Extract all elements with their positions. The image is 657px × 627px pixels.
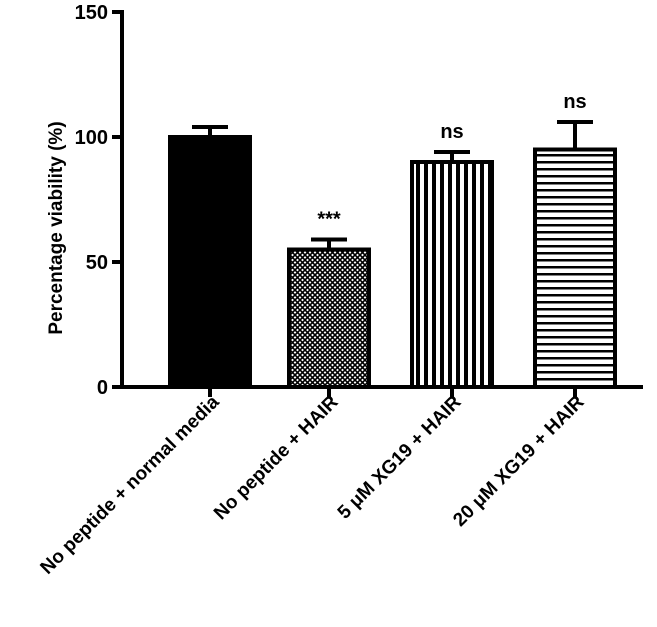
bar xyxy=(168,135,252,389)
bar-group xyxy=(168,125,252,389)
x-tick-label: 20 μM XG19 + HAIR xyxy=(449,391,588,530)
bar-group: ns xyxy=(533,91,617,389)
bars: *** ns ns xyxy=(168,91,617,389)
bar xyxy=(410,160,494,389)
x-tick-label: 5 μM XG19 + HAIR xyxy=(334,391,466,523)
bar xyxy=(533,147,617,389)
bar-group: *** xyxy=(287,209,371,389)
y-tick-label: 0 xyxy=(97,377,108,399)
significance-label: ns xyxy=(563,91,586,113)
significance-label: *** xyxy=(317,209,341,231)
bar xyxy=(287,247,371,389)
y-axis-title: Percentage viability (%) xyxy=(46,121,67,334)
y-axis: 0 50 100 150 xyxy=(75,2,124,399)
y-tick-label: 100 xyxy=(75,127,108,149)
y-tick-label: 150 xyxy=(75,2,108,24)
bar-group: ns xyxy=(410,121,494,389)
y-tick-label: 50 xyxy=(86,252,108,274)
x-tick-label: No peptide + HAIR xyxy=(210,391,343,524)
significance-label: ns xyxy=(440,121,463,143)
x-tick-label: No peptide + normal media xyxy=(37,391,224,578)
